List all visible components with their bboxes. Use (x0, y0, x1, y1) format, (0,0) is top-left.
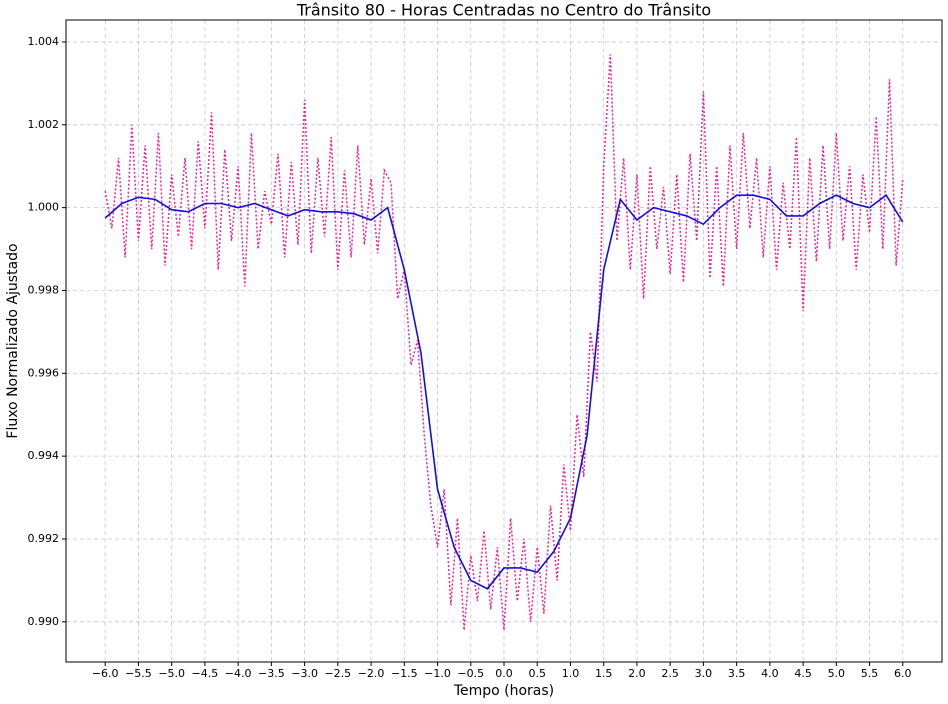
x-tick-label: 0.0 (495, 667, 513, 680)
x-tick-label: −4.5 (192, 667, 219, 680)
x-tick-label: −5.5 (125, 667, 152, 680)
y-tick-label: 0.994 (28, 449, 60, 462)
y-tick-label: 1.000 (28, 201, 60, 214)
y-tick-label: 0.996 (28, 366, 60, 379)
data-line (104, 54, 904, 631)
x-tick-label: −5.0 (158, 667, 185, 680)
x-tick-label: 1.5 (595, 667, 613, 680)
x-tick-label: −1.5 (391, 667, 418, 680)
x-tick-label: 3.5 (728, 667, 746, 680)
x-tick-label: −2.0 (358, 667, 385, 680)
y-axis-label: Fluxo Normalizado Ajustado (5, 243, 21, 438)
plot-frame (65, 19, 943, 663)
data-line (104, 194, 904, 590)
x-tick-label: −3.0 (291, 667, 318, 680)
x-tick-label: −1.0 (424, 667, 451, 680)
x-tick-label: −0.5 (457, 667, 484, 680)
x-tick-label: 4.5 (794, 667, 812, 680)
y-tick-label: 1.004 (28, 35, 60, 48)
x-tick-label: 2.5 (661, 667, 679, 680)
x-tick-label: −6.0 (92, 667, 119, 680)
chart-title: Trânsito 80 - Horas Centradas no Centro … (296, 1, 711, 20)
x-tick-label: 6.0 (894, 667, 912, 680)
x-tick-label: −3.5 (258, 667, 285, 680)
x-tick-label: 5.0 (828, 667, 846, 680)
x-tick-label: 5.5 (861, 667, 879, 680)
x-tick-label: −4.0 (225, 667, 252, 680)
y-tick-label: 0.990 (28, 615, 60, 628)
x-tick-label: 0.5 (528, 667, 546, 680)
x-tick-label: 1.0 (562, 667, 580, 680)
x-tick-label: 4.0 (761, 667, 779, 680)
y-tick-label: 0.992 (28, 532, 60, 545)
x-tick-label: −2.5 (324, 667, 351, 680)
y-tick-label: 0.998 (28, 283, 60, 296)
x-tick-label: 2.0 (628, 667, 646, 680)
y-tick-label: 1.002 (28, 118, 60, 131)
x-tick-label: 3.0 (695, 667, 713, 680)
x-axis-label: Tempo (horas) (453, 683, 554, 699)
